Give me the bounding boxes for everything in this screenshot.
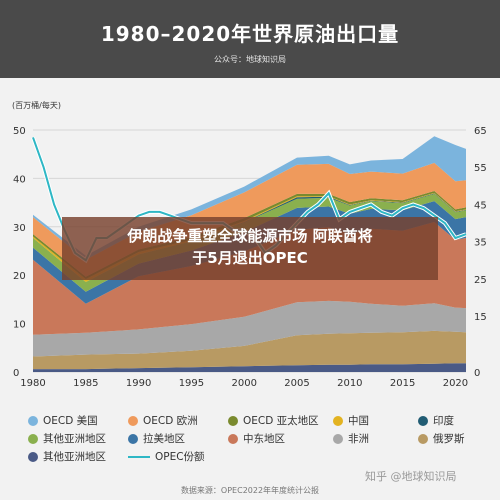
x-tick-label: 2005 xyxy=(284,378,309,389)
legend-item: 非洲 xyxy=(333,431,369,446)
legend-label: OECD 美国 xyxy=(43,415,98,427)
legend-swatch xyxy=(28,433,38,444)
legend-swatch xyxy=(28,415,38,426)
legend-swatch xyxy=(28,451,38,462)
legend-item: 拉美地区 xyxy=(128,431,185,446)
legend-label: 俄罗斯 xyxy=(433,433,465,445)
legend-swatch xyxy=(128,433,138,444)
header: 1980–2020年世界原油出口量 公众号：地球知识局 xyxy=(0,0,500,78)
x-tick-label: 2020 xyxy=(443,378,468,389)
legend-item: 其他亚洲地区 xyxy=(28,431,106,446)
legend-label: OECD 欧洲 xyxy=(143,415,198,427)
legend-item: OECD 美国 xyxy=(28,413,98,428)
legend-swatch xyxy=(333,433,343,444)
legend-swatch xyxy=(128,415,138,426)
legend-item: OECD 亚太地区 xyxy=(228,413,319,428)
banner-line-1: 伊朗战争重塑全球能源市场 阿联酋将 xyxy=(127,227,373,245)
y-tick-label: 40 xyxy=(13,174,26,185)
area-series xyxy=(33,193,466,292)
x-tick-label: 1980 xyxy=(20,378,45,389)
y-tick-label: 30 xyxy=(13,223,26,234)
legend-label: 中国 xyxy=(348,415,369,427)
y-tick-label: 20 xyxy=(13,271,26,282)
legend-item: OECD 欧洲 xyxy=(128,413,198,428)
y2-tick-label: 45 xyxy=(474,200,487,211)
legend-item: 中东地区 xyxy=(228,431,285,446)
legend-swatch xyxy=(128,455,150,458)
banner-line-2: 于5月退出OPEC xyxy=(192,249,308,267)
y-tick-label: 0 xyxy=(13,368,19,379)
legend-item: 其他亚洲地区 xyxy=(28,449,106,464)
watermark: 知乎 @地球知识局 xyxy=(365,470,457,483)
x-tick-label: 2010 xyxy=(337,378,362,389)
y2-tick-label: 15 xyxy=(474,312,487,323)
chart-title: 1980–2020年世界原油出口量 xyxy=(100,22,400,46)
legend-item: 中国 xyxy=(333,413,369,428)
x-tick-label: 2015 xyxy=(390,378,415,389)
source-note: 数据来源：OPEC2022年年度统计公报 xyxy=(180,486,320,495)
x-tick-label: 1990 xyxy=(126,378,151,389)
legend-swatch xyxy=(228,415,238,426)
area-series xyxy=(33,300,466,357)
legend-label: OECD 亚太地区 xyxy=(243,415,319,427)
legend-swatch xyxy=(418,433,428,444)
area-series xyxy=(33,330,466,370)
y2-tick-label: 25 xyxy=(474,275,487,286)
x-tick-label: 1985 xyxy=(73,378,98,389)
y2-tick-label: 65 xyxy=(474,126,487,137)
legend-label: 其他亚洲地区 xyxy=(43,451,106,463)
y-axis-label: (百万桶/每天) xyxy=(12,100,61,110)
legend-swatch xyxy=(333,415,343,426)
y2-tick-label: 0 xyxy=(474,368,480,379)
axes: 0 10 20 30 40 50 0 15 25 35 45 55 65 1980 1985 1990 1995… xyxy=(12,100,487,389)
legend-label: 其他亚洲地区 xyxy=(43,433,106,445)
legend-label: 非洲 xyxy=(348,433,369,445)
news-banner: 伊朗战争重塑全球能源市场 阿联酋将 于5月退出OPEC xyxy=(62,217,438,280)
legend-label: 印度 xyxy=(433,415,454,427)
legend-swatch xyxy=(228,433,238,444)
legend-item: 俄罗斯 xyxy=(418,431,465,446)
y-tick-label: 50 xyxy=(13,126,26,137)
x-tick-label: 1995 xyxy=(179,378,204,389)
legend-swatch xyxy=(418,415,428,426)
legend-item: 印度 xyxy=(418,413,454,428)
legend-item: OPEC份额 xyxy=(128,449,205,464)
chart-subtitle: 公众号：地球知识局 xyxy=(214,55,286,64)
area-series xyxy=(33,363,466,372)
legend-label: OPEC份额 xyxy=(155,451,205,463)
x-tick-label: 2000 xyxy=(231,378,256,389)
y-tick-label: 10 xyxy=(13,320,26,331)
y2-tick-label: 55 xyxy=(474,163,487,174)
legend-label: 拉美地区 xyxy=(143,433,185,445)
y2-tick-label: 35 xyxy=(474,238,487,249)
legend-label: 中东地区 xyxy=(243,433,285,445)
